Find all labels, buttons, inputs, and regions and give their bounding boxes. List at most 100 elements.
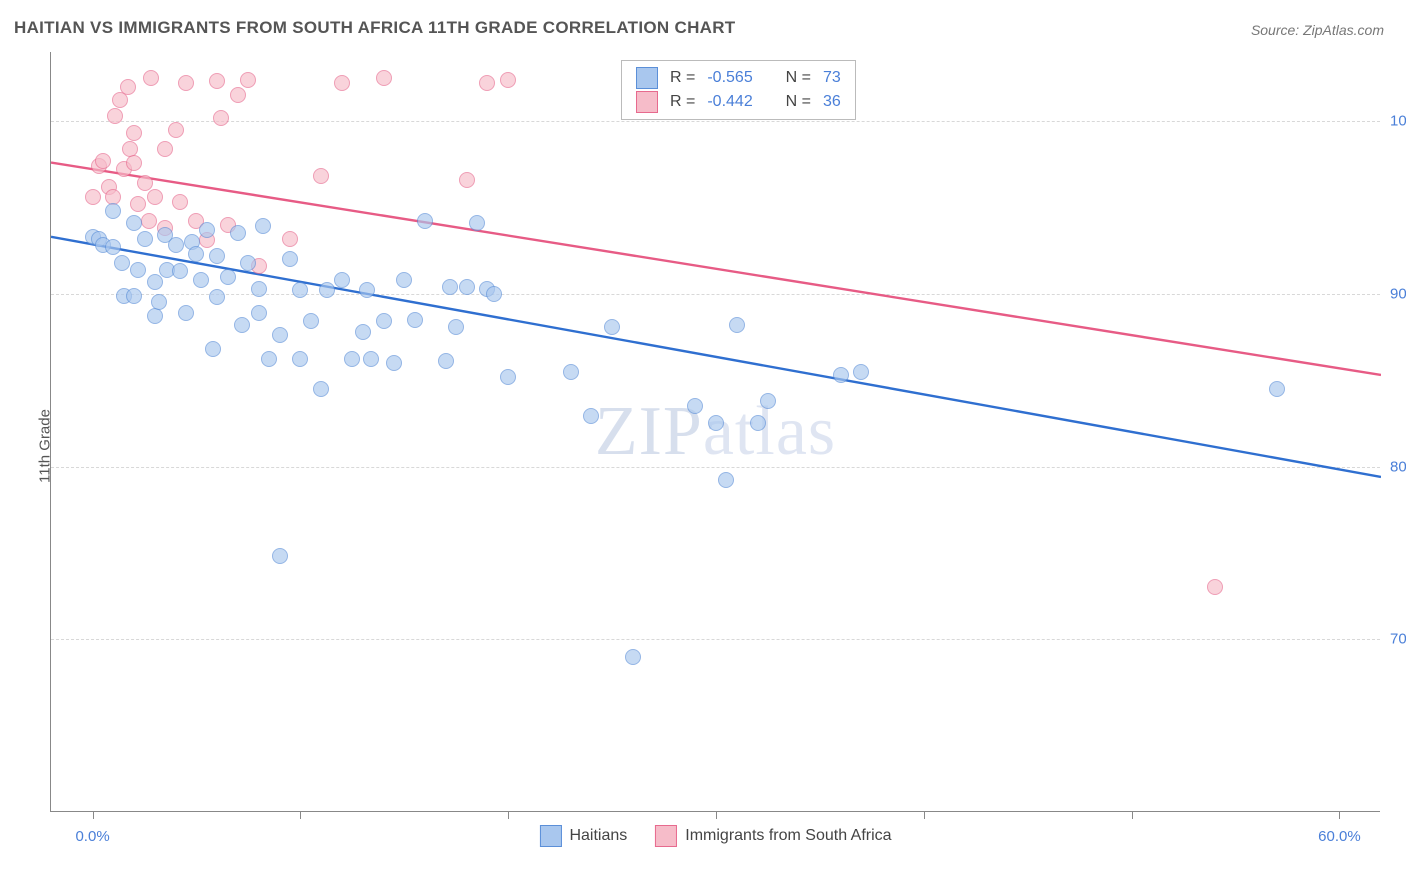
x-tick: [924, 811, 925, 819]
x-tick: [93, 811, 94, 819]
data-point: [1269, 381, 1285, 397]
data-point: [334, 272, 350, 288]
n-value: 36: [823, 93, 841, 111]
r-value: -0.442: [707, 93, 752, 111]
x-tick: [716, 811, 717, 819]
data-point: [363, 351, 379, 367]
data-point: [282, 231, 298, 247]
data-point: [213, 110, 229, 126]
data-point: [718, 472, 734, 488]
data-point: [833, 367, 849, 383]
legend-swatch: [539, 825, 561, 847]
data-point: [486, 286, 502, 302]
data-point: [230, 87, 246, 103]
data-point: [95, 153, 111, 169]
data-point: [178, 305, 194, 321]
data-point: [126, 125, 142, 141]
data-point: [261, 351, 277, 367]
data-point: [188, 246, 204, 262]
data-point: [563, 364, 579, 380]
legend-swatch: [636, 91, 658, 113]
r-label: R =: [670, 69, 695, 87]
y-tick-label: 80.0%: [1390, 458, 1406, 475]
y-tick-label: 90.0%: [1390, 285, 1406, 302]
data-point: [853, 364, 869, 380]
data-point: [1207, 579, 1223, 595]
data-point: [500, 72, 516, 88]
data-point: [459, 172, 475, 188]
data-point: [240, 255, 256, 271]
correlation-chart: HAITIAN VS IMMIGRANTS FROM SOUTH AFRICA …: [0, 0, 1406, 892]
n-value: 73: [823, 69, 841, 87]
data-point: [147, 274, 163, 290]
data-point: [442, 279, 458, 295]
data-point: [396, 272, 412, 288]
data-point: [193, 272, 209, 288]
watermark: ZIPatlas: [595, 392, 836, 472]
data-point: [143, 70, 159, 86]
data-point: [386, 355, 402, 371]
data-point: [172, 194, 188, 210]
data-point: [130, 262, 146, 278]
data-point: [500, 369, 516, 385]
data-point: [272, 327, 288, 343]
data-point: [105, 239, 121, 255]
data-point: [168, 122, 184, 138]
n-label: N =: [786, 69, 811, 87]
data-point: [105, 203, 121, 219]
source-attribution: Source: ZipAtlas.com: [1251, 22, 1384, 38]
legend-swatch: [636, 67, 658, 89]
data-point: [172, 263, 188, 279]
data-point: [209, 248, 225, 264]
data-point: [687, 398, 703, 414]
data-point: [168, 237, 184, 253]
data-point: [178, 75, 194, 91]
x-tick: [1132, 811, 1133, 819]
data-point: [292, 351, 308, 367]
data-point: [407, 312, 423, 328]
data-point: [205, 341, 221, 357]
data-point: [255, 218, 271, 234]
r-value: -0.565: [707, 69, 752, 87]
source-prefix: Source:: [1251, 22, 1303, 38]
data-point: [417, 213, 433, 229]
data-point: [220, 269, 236, 285]
x-tick-label: 0.0%: [75, 828, 109, 845]
data-point: [355, 324, 371, 340]
data-point: [240, 72, 256, 88]
data-point: [107, 108, 123, 124]
data-point: [137, 231, 153, 247]
x-tick: [1339, 811, 1340, 819]
data-point: [209, 73, 225, 89]
data-point: [313, 168, 329, 184]
data-point: [230, 225, 246, 241]
data-point: [292, 282, 308, 298]
x-tick: [300, 811, 301, 819]
data-point: [199, 222, 215, 238]
legend-item: Immigrants from South Africa: [655, 825, 891, 847]
x-tick: [508, 811, 509, 819]
data-point: [147, 308, 163, 324]
data-point: [729, 317, 745, 333]
stats-legend: R = -0.565 N = 73R = -0.442 N = 36: [621, 60, 856, 120]
data-point: [376, 70, 392, 86]
data-point: [137, 175, 153, 191]
data-point: [234, 317, 250, 333]
data-point: [708, 415, 724, 431]
data-point: [319, 282, 335, 298]
data-point: [760, 393, 776, 409]
data-point: [126, 288, 142, 304]
n-label: N =: [786, 93, 811, 111]
stats-legend-row: R =-0.442 N =36: [636, 91, 841, 113]
data-point: [209, 289, 225, 305]
stats-legend-row: R = -0.565 N = 73: [636, 67, 841, 89]
chart-title: HAITIAN VS IMMIGRANTS FROM SOUTH AFRICA …: [14, 18, 735, 38]
legend-label: Haitians: [569, 827, 627, 845]
data-point: [147, 189, 163, 205]
trendlines-layer: [51, 52, 1381, 812]
data-point: [479, 75, 495, 91]
data-point: [459, 279, 475, 295]
data-point: [112, 92, 128, 108]
data-point: [313, 381, 329, 397]
plot-area: ZIPatlas 70.0%80.0%90.0%100.0%0.0%60.0%R…: [50, 52, 1380, 812]
